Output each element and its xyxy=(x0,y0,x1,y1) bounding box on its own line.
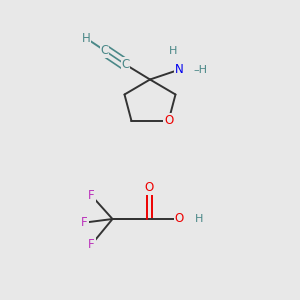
Text: C: C xyxy=(100,44,109,57)
Text: –H: –H xyxy=(194,64,207,75)
Text: F: F xyxy=(81,216,88,229)
Text: O: O xyxy=(145,181,154,194)
Text: F: F xyxy=(88,238,95,251)
Text: N: N xyxy=(175,63,184,76)
Text: O: O xyxy=(175,212,184,226)
Text: H: H xyxy=(82,32,91,45)
Text: F: F xyxy=(88,189,95,202)
Text: H: H xyxy=(195,214,204,224)
Text: H: H xyxy=(169,46,178,56)
Text: O: O xyxy=(164,114,173,127)
Text: C: C xyxy=(121,58,130,71)
